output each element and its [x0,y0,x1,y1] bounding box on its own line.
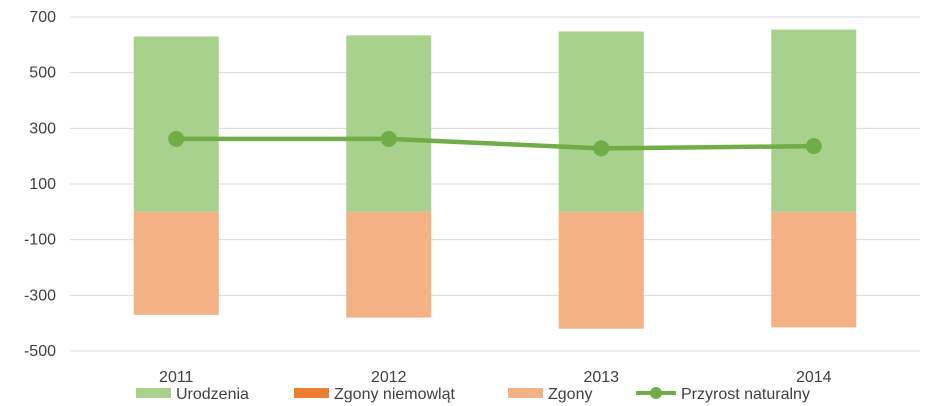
y-tick-label: 700 [29,9,56,26]
legend-label: Zgony [548,386,592,403]
x-tick-label: 2014 [796,369,832,386]
y-tick-label: -100 [24,232,56,249]
x-tick-label: 2013 [583,369,619,386]
bar-urodzenia-2014 [771,29,857,212]
x-axis-ticks: 2011 2012 2013 2014 [159,369,832,386]
legend-label: Urodzenia [176,386,249,403]
legend-swatch [508,388,543,398]
line-point-2012 [380,130,397,147]
line-przyrost-naturalny [176,136,814,151]
line-point-2014 [805,138,822,155]
bar-urodzenia-2013 [558,31,644,212]
legend-swatch [294,388,329,398]
line-point-2011 [168,130,185,147]
y-tick-label: 100 [29,176,56,193]
bar-zgony-2012 [346,211,432,318]
x-tick-label: 2011 [159,369,194,386]
y-axis-ticks: 700 500 300 100 -100 -300 -500 [24,9,56,360]
bars [133,29,857,329]
bar-zgony-2011 [133,211,219,315]
y-tick-label: -500 [24,343,56,360]
line-series [168,130,822,157]
x-tick-label: 2012 [371,369,407,386]
bar-urodzenia-2012 [346,35,432,212]
legend-marker [650,387,662,399]
bar-zgony-2013 [558,211,644,329]
legend-swatch [136,388,171,398]
legend: Urodzenia Zgony niemowląt Zgony Przyrost na… [136,386,810,403]
bar-zgony-2014 [771,211,857,328]
bar-urodzenia-2011 [133,36,219,212]
y-tick-label: 500 [29,65,56,82]
y-tick-label: 300 [29,120,56,137]
legend-label: Przyrost naturalny [681,386,810,403]
legend-label: Zgony niemowląt [334,386,456,403]
y-tick-label: -300 [24,287,56,304]
line-point-2013 [593,140,610,157]
